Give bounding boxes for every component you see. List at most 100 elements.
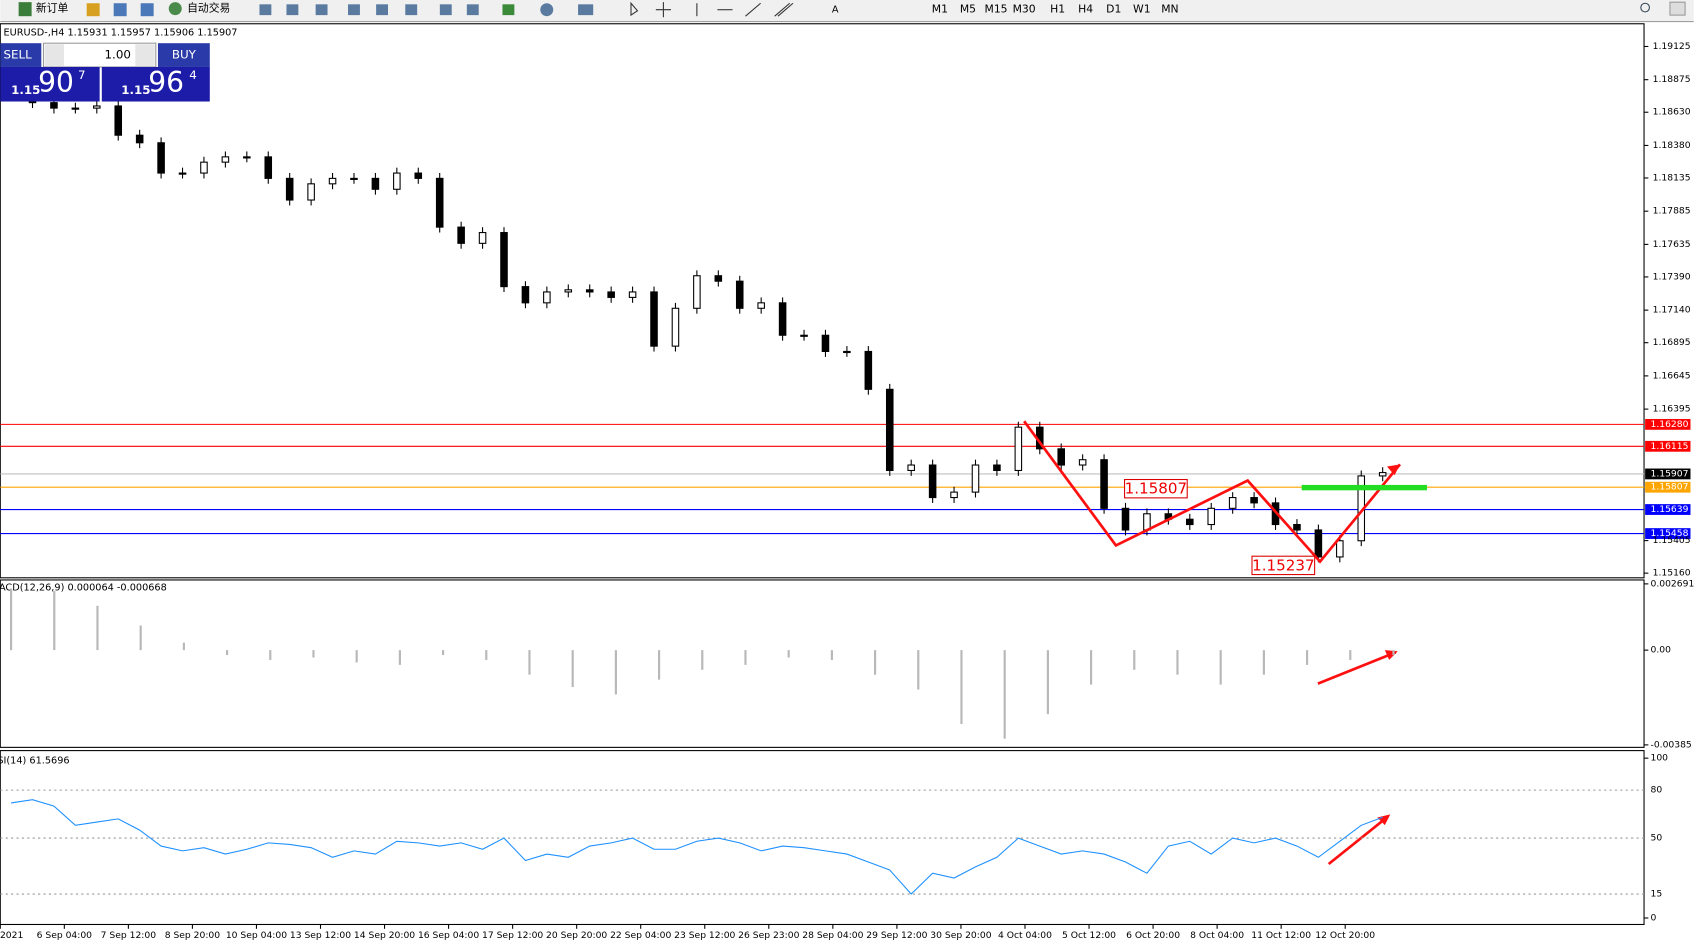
- timeframe-button[interactable]: W1: [1133, 3, 1151, 16]
- buy-price-big: 1.15: [121, 83, 150, 97]
- level-label: 1.15807: [1651, 482, 1689, 493]
- timeframes: M1 M5 M15 M30 H1 H4 D1 W1 MN: [932, 3, 1179, 16]
- level-label: 1.16115: [1651, 441, 1689, 452]
- macd-label: MACD(12,26,9) 0.000064 -0.000668: [0, 583, 167, 594]
- macd-bar: [139, 625, 142, 651]
- price-tick-label: 1.18135: [1653, 172, 1691, 183]
- price-tick-label: 1.17885: [1653, 206, 1691, 217]
- pattern-arrows: [1023, 420, 1402, 564]
- macd-bar: [528, 650, 531, 675]
- toolbar-icon[interactable]: [376, 4, 388, 16]
- candle-body: [285, 177, 294, 201]
- rsi-label: RSI(14) 61.5696: [0, 755, 70, 766]
- time-label: 8 Sep 20:00: [165, 930, 221, 941]
- candle-body: [478, 232, 487, 244]
- lot-up[interactable]: [135, 44, 155, 66]
- candle-body: [221, 156, 230, 163]
- sell-price-big: 1.15: [11, 83, 40, 97]
- macd-panel: [0, 579, 1645, 748]
- candle-body: [414, 172, 423, 179]
- lot-value[interactable]: 1.00: [105, 48, 131, 62]
- level-tag: [1645, 440, 1691, 452]
- timeframe-button[interactable]: M15: [985, 3, 1008, 16]
- search-icon[interactable]: [1640, 2, 1650, 13]
- time-label: 29 Sep 12:00: [866, 930, 927, 941]
- candle-body: [500, 232, 508, 288]
- timeframe-button[interactable]: M5: [960, 3, 976, 16]
- channel-tool[interactable]: [774, 2, 794, 17]
- candle-body: [1293, 523, 1301, 531]
- buy-price-pip: 4: [189, 68, 197, 82]
- toolbar-icon[interactable]: [502, 4, 515, 16]
- toolbar-icon[interactable]: [140, 3, 154, 17]
- price-tick-label: 1.18630: [1653, 107, 1691, 118]
- rsi-line: [11, 799, 1383, 895]
- annotation-box: [1124, 478, 1188, 499]
- timeframe-button[interactable]: H4: [1078, 3, 1093, 16]
- candle-body: [864, 350, 873, 390]
- toolbar-icon[interactable]: [578, 4, 594, 16]
- time-label: 4 Oct 04:00: [998, 930, 1052, 941]
- sell-label[interactable]: SELL: [4, 48, 33, 62]
- toolbar-icon[interactable]: [540, 3, 554, 17]
- time-label: 17 Sep 12:00: [482, 930, 543, 941]
- main-chart: [0, 23, 1645, 579]
- level-tag: [1645, 481, 1691, 493]
- one-click-trading: SELL 1.00 BUY 1.15 90 7 1.15 96 4: [0, 42, 210, 102]
- sell-price-pip: 7: [78, 68, 86, 82]
- toolbar-icon[interactable]: [113, 3, 127, 17]
- price-tick-label: 1.18380: [1653, 140, 1691, 151]
- macd-bar: [1392, 650, 1395, 656]
- buy-label[interactable]: BUY: [172, 48, 197, 62]
- candle-body: [735, 280, 744, 309]
- timeframe-button[interactable]: D1: [1106, 3, 1121, 16]
- candle-body: [157, 142, 165, 174]
- candle-body: [607, 291, 615, 298]
- buy-price-box[interactable]: [101, 66, 210, 102]
- price-tick-label: 1.15405: [1653, 535, 1691, 546]
- toolbar-icon[interactable]: [286, 4, 299, 16]
- macd-bar: [442, 650, 445, 656]
- timeframe-button[interactable]: M1: [932, 3, 948, 16]
- macd-bar: [1046, 650, 1049, 715]
- timeframe-button[interactable]: M30: [1013, 3, 1036, 16]
- timeframe-button[interactable]: H1: [1050, 3, 1065, 16]
- candle-body: [650, 291, 658, 347]
- toolbar-icon[interactable]: [315, 4, 328, 16]
- cursor-tool[interactable]: [630, 1, 639, 17]
- auto-trading-icon[interactable]: [168, 2, 182, 16]
- timeframe-button[interactable]: MN: [1161, 3, 1178, 16]
- new-order-button[interactable]: 新订单: [36, 1, 69, 15]
- candle-body: [1250, 497, 1258, 504]
- price-tick-label: 1.19125: [1653, 41, 1691, 52]
- macd-tick-label: -0.00385: [1651, 739, 1692, 750]
- candle-body: [1078, 459, 1087, 466]
- toolbar-icon[interactable]: [259, 4, 272, 16]
- chart-header: EURUSD-,H4 1.15931 1.15957 1.15906 1.159…: [4, 27, 238, 38]
- trendline-tool[interactable]: [745, 2, 761, 17]
- toolbar-icon[interactable]: [348, 4, 360, 16]
- macd-bar: [874, 650, 877, 675]
- candle-body: [178, 172, 187, 175]
- candle-body: [950, 491, 958, 499]
- toolbar-icon[interactable]: [439, 4, 452, 16]
- buy-button[interactable]: [157, 43, 210, 67]
- level-label: 1.15458: [1651, 528, 1689, 539]
- crosshair-tool[interactable]: [655, 2, 671, 18]
- lot-down[interactable]: [44, 44, 64, 66]
- price-tick-label: 1.18875: [1653, 74, 1691, 85]
- candle-body: [1186, 518, 1194, 526]
- candle-body: [307, 183, 315, 201]
- profile-icon[interactable]: [1669, 1, 1686, 16]
- candles: [7, 86, 1387, 563]
- toolbar-icon[interactable]: [405, 4, 418, 16]
- auto-trading-button[interactable]: 自动交易: [187, 1, 230, 15]
- sell-button[interactable]: [0, 43, 42, 67]
- sell-price-box[interactable]: [0, 66, 100, 102]
- new-order-icon[interactable]: [18, 2, 32, 17]
- text-tool[interactable]: A: [832, 5, 839, 16]
- candle-body: [457, 226, 465, 244]
- toolbar-icon[interactable]: [86, 3, 100, 17]
- candle-body: [135, 134, 144, 144]
- toolbar-icon[interactable]: [466, 4, 479, 16]
